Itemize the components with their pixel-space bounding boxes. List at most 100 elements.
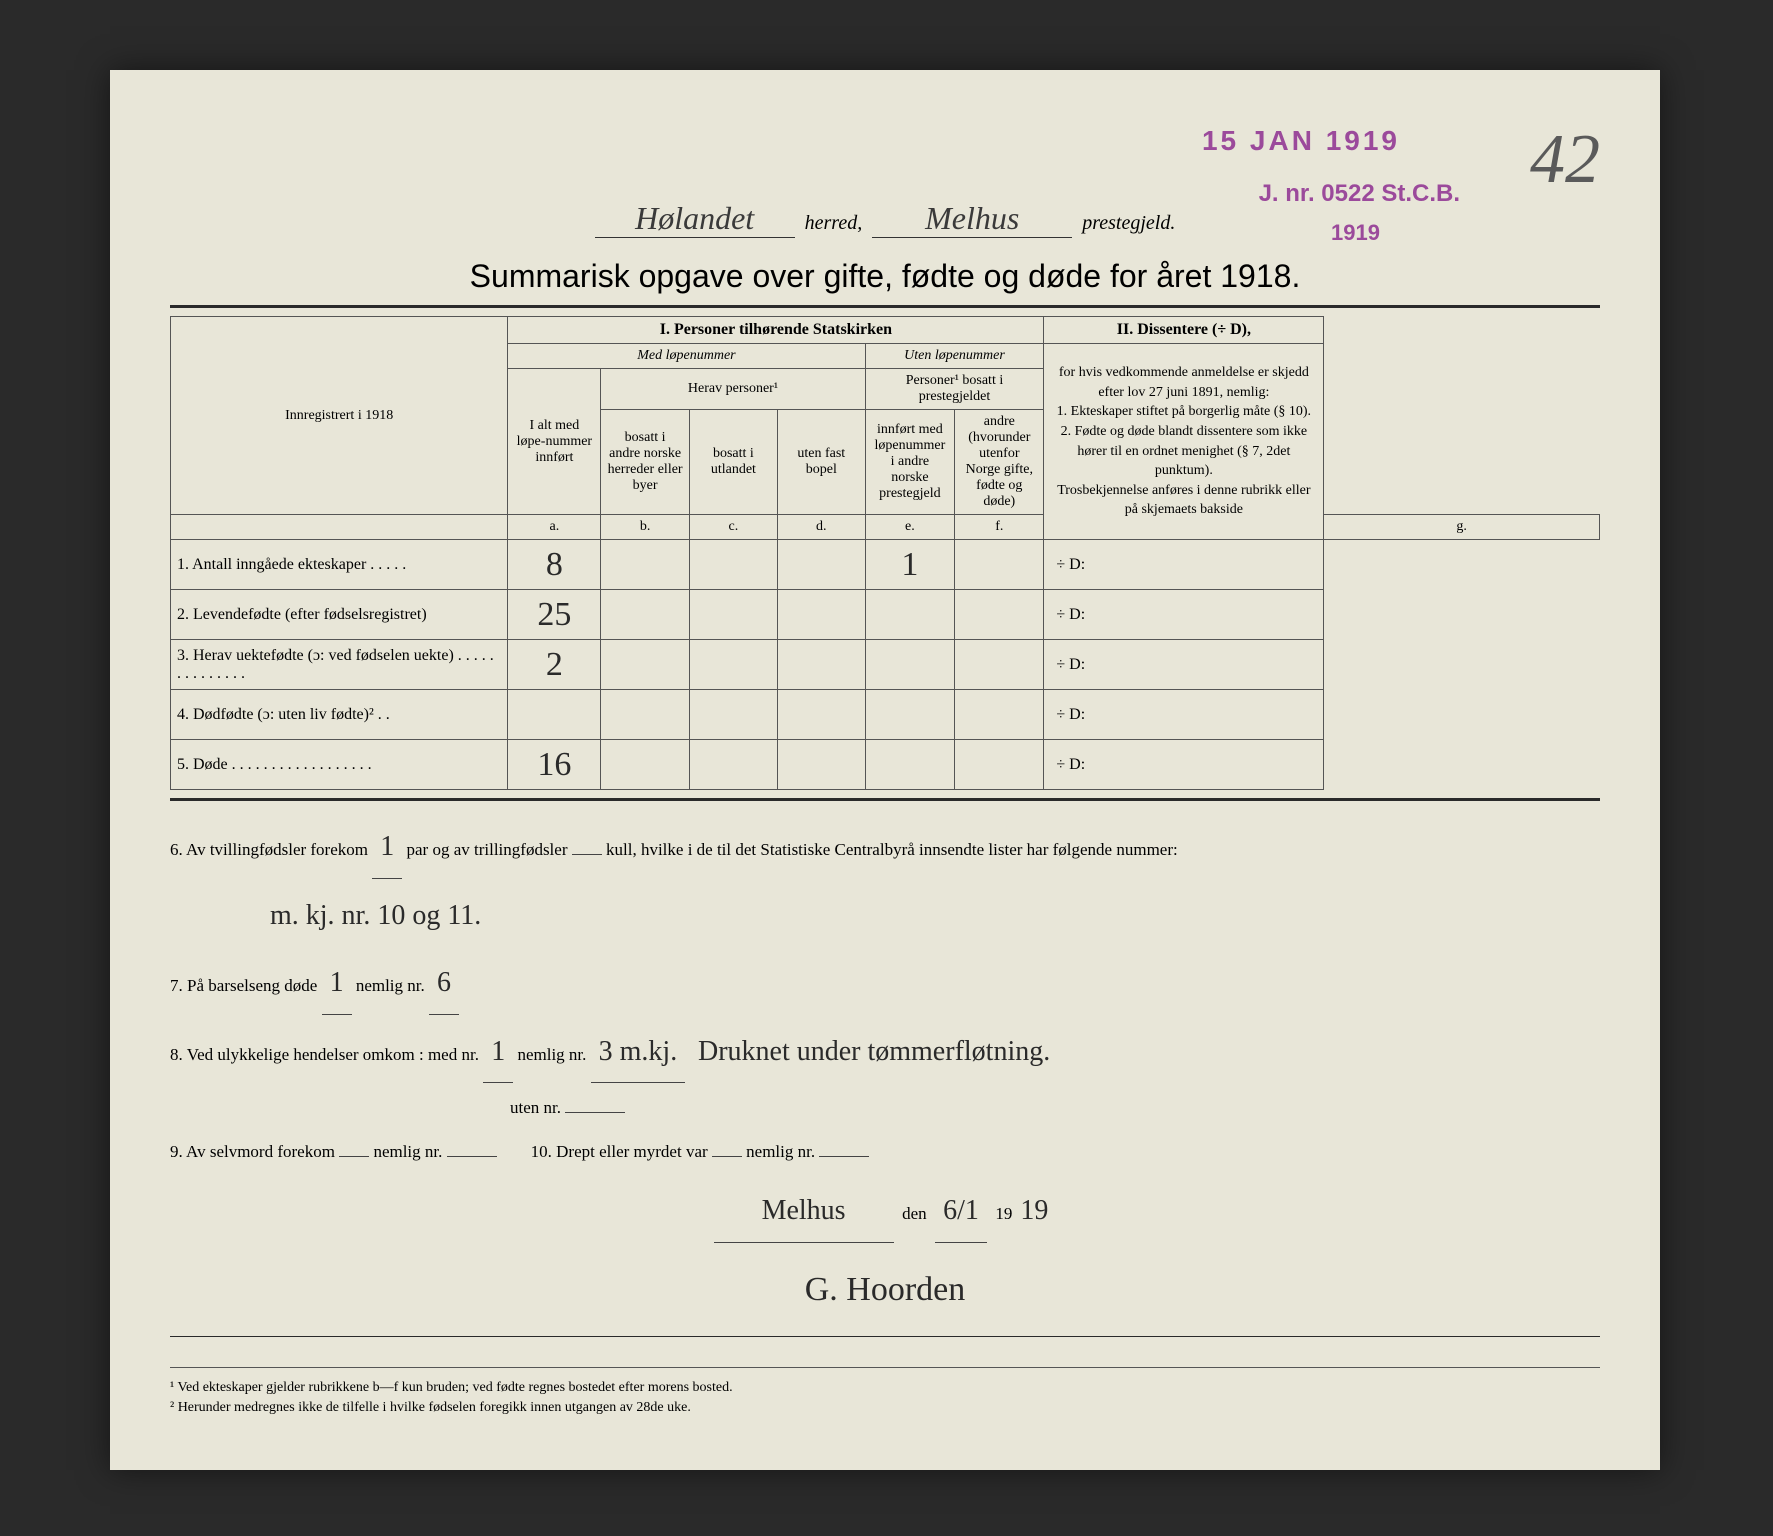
section1-title: I. Personer tilhørende Statskirken — [508, 317, 1044, 344]
cell-g: ÷ D: — [1044, 540, 1324, 590]
uten-lopenummer: Uten løpenummer — [865, 344, 1044, 369]
note-6-numbers: m. kj. nr. 10 og 11. — [170, 885, 1600, 947]
footnote-2: ² Herunder medregnes ikke de tilfelle i … — [170, 1400, 1600, 1416]
cell-e — [865, 740, 955, 790]
sub-e: e. — [865, 515, 955, 540]
note-6: 6. Av tvillingfødsler forekom 1 par og a… — [170, 816, 1600, 879]
signature: G. Hoorden — [170, 1253, 1600, 1328]
row-label: 3. Herav uektefødte (ɔ: ved fødselen uek… — [171, 640, 508, 690]
table-row: 3. Herav uektefødte (ɔ: ved fødselen uek… — [171, 640, 1600, 690]
cell-c — [689, 690, 777, 740]
rule-bottom — [170, 1336, 1600, 1337]
cell-a — [508, 690, 601, 740]
triplets-count — [572, 854, 602, 855]
prestegjeld-label: prestegjeld. — [1082, 212, 1175, 235]
herav-personer: Herav personer¹ — [601, 369, 865, 410]
cell-f — [955, 540, 1044, 590]
row-label: 5. Døde . . . . . . . . . . . . . . . . … — [171, 740, 508, 790]
main-table: Innregistrert i 1918 I. Personer tilhøre… — [170, 316, 1600, 790]
cell-d — [778, 540, 866, 590]
sub-a: a. — [508, 515, 601, 540]
col-e: innført med løpenummer i andre norske pr… — [865, 410, 955, 515]
table-row: 1. Antall inngåede ekteskaper . . . . . … — [171, 540, 1600, 590]
barselseng-count: 1 — [322, 952, 352, 1015]
note-7: 7. På barselseng døde 1 nemlig nr. 6 — [170, 952, 1600, 1015]
dissenter-text: for hvis vedkommende anmeldelse er skjed… — [1044, 344, 1324, 540]
rule-mid — [170, 798, 1600, 801]
stamp-date: 15 JAN 1919 — [1202, 125, 1400, 157]
stamp-year: 1919 — [1331, 220, 1380, 246]
cell-g: ÷ D: — [1044, 690, 1324, 740]
ulykke-desc: Druknet under tømmerfløtning. — [698, 1036, 1050, 1067]
prestegjeld-value: Melhus — [872, 200, 1072, 238]
cell-b — [601, 740, 689, 790]
sub-b: b. — [601, 515, 689, 540]
place: Melhus — [714, 1180, 894, 1243]
cell-c — [689, 740, 777, 790]
cell-e — [865, 640, 955, 690]
twins-count: 1 — [372, 816, 402, 879]
page-number: 42 — [1530, 120, 1600, 200]
row-label: 2. Levendefødte (efter fødselsregistret) — [171, 590, 508, 640]
section2-title: II. Dissentere (÷ D), — [1044, 317, 1324, 344]
cell-d — [778, 690, 866, 740]
rule-top — [170, 305, 1600, 308]
signature-line: Melhus den 6/1 1919 — [170, 1180, 1600, 1243]
cell-a: 25 — [508, 590, 601, 640]
ulykke-nr: 3 m.kj. — [591, 1021, 686, 1084]
sig-date: 6/1 — [935, 1180, 987, 1243]
cell-c — [689, 540, 777, 590]
cell-b — [601, 540, 689, 590]
main-title: Summarisk opgave over gifte, fødte og dø… — [170, 258, 1600, 295]
cell-e: 1 — [865, 540, 955, 590]
cell-f — [955, 740, 1044, 790]
cell-e — [865, 690, 955, 740]
cell-c — [689, 640, 777, 690]
cell-c — [689, 590, 777, 640]
col-f: andre (hvorunder utenfor Norge gifte, fø… — [955, 410, 1044, 515]
herred-value: Hølandet — [595, 200, 795, 238]
col-innreg: Innregistrert i 1918 — [171, 317, 508, 515]
cell-g: ÷ D: — [1044, 590, 1324, 640]
table-row: 4. Dødfødte (ɔ: uten liv fødte)² . . ÷ D… — [171, 690, 1600, 740]
stamp-journal-number: J. nr. 0522 St.C.B. — [1259, 180, 1460, 208]
cell-d — [778, 640, 866, 690]
row-label: 4. Dødfødte (ɔ: uten liv fødte)² . . — [171, 690, 508, 740]
cell-a: 16 — [508, 740, 601, 790]
cell-f — [955, 690, 1044, 740]
table-row: 5. Døde . . . . . . . . . . . . . . . . … — [171, 740, 1600, 790]
footnote-1: ¹ Ved ekteskaper gjelder rubrikkene b—f … — [170, 1380, 1600, 1396]
sub-f: f. — [955, 515, 1044, 540]
ulykke-med: 1 — [483, 1021, 513, 1084]
drept-count — [712, 1156, 742, 1157]
note-9-10: 9. Av selvmord forekom nemlig nr. 10. Dr… — [170, 1133, 1600, 1170]
footnotes: ¹ Ved ekteskaper gjelder rubrikkene b—f … — [170, 1367, 1600, 1416]
cell-b — [601, 690, 689, 740]
notes-section: 6. Av tvillingfødsler forekom 1 par og a… — [170, 816, 1600, 1328]
sub-g: g. — [1324, 515, 1600, 540]
selvmord-count — [339, 1156, 369, 1157]
cell-f — [955, 640, 1044, 690]
table-row: 2. Levendefødte (efter fødselsregistret)… — [171, 590, 1600, 640]
cell-f — [955, 590, 1044, 640]
cell-d — [778, 590, 866, 640]
sub-d: d. — [778, 515, 866, 540]
note-8b: uten nr. — [170, 1089, 1600, 1126]
col-b: bosatt i andre norske herreder eller bye… — [601, 410, 689, 515]
col-d: uten fast bopel — [778, 410, 866, 515]
cell-d — [778, 740, 866, 790]
col-a-head: I alt med løpe-nummer innført — [508, 369, 601, 515]
med-lopenummer: Med løpenummer — [508, 344, 865, 369]
sig-year: 19 — [1012, 1180, 1056, 1242]
document-page: 15 JAN 1919 J. nr. 0522 St.C.B. 1919 42 … — [110, 70, 1660, 1470]
cell-a: 8 — [508, 540, 601, 590]
note-8: 8. Ved ulykkelige hendelser omkom : med … — [170, 1021, 1600, 1084]
cell-b — [601, 640, 689, 690]
row-label: 1. Antall inngåede ekteskaper . . . . . — [171, 540, 508, 590]
cell-b — [601, 590, 689, 640]
cell-e — [865, 590, 955, 640]
cell-a: 2 — [508, 640, 601, 690]
col-c: bosatt i utlandet — [689, 410, 777, 515]
sub-c: c. — [689, 515, 777, 540]
personer-bosatt: Personer¹ bosatt i prestegjeldet — [865, 369, 1044, 410]
